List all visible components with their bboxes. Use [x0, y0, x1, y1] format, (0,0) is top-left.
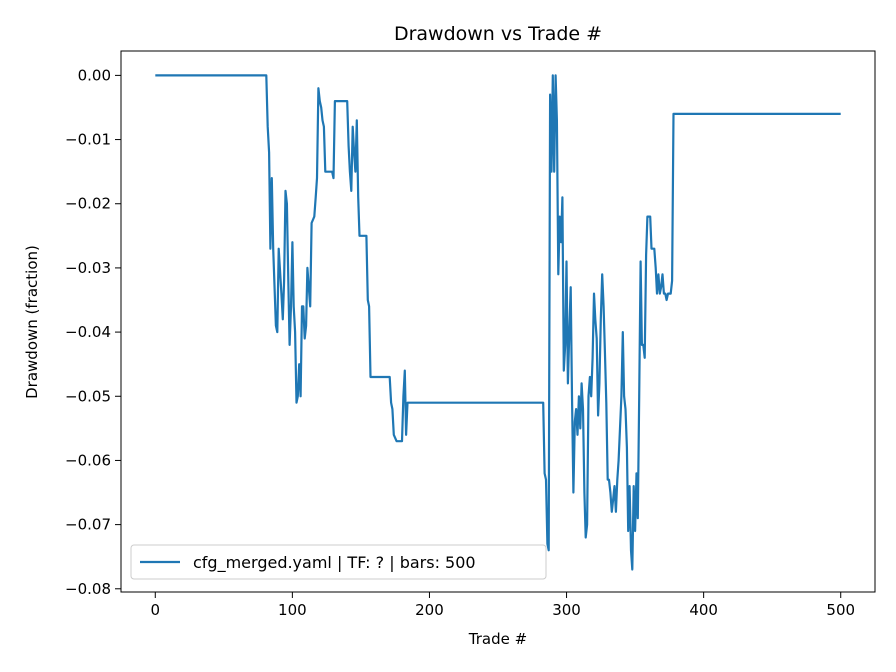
x-tick-label: 200: [415, 601, 444, 619]
y-axis-label: Drawdown (fraction): [23, 245, 41, 399]
series-layer: [155, 74, 841, 571]
legend-label: cfg_merged.yaml | TF: ? | bars: 500: [193, 553, 476, 573]
legend-box: [130, 544, 547, 580]
y-tick-label: −0.06: [65, 451, 111, 469]
x-tick-label: 300: [552, 601, 581, 619]
y-tick-label: −0.05: [65, 387, 111, 405]
x-tick-label: 0: [150, 601, 160, 619]
y-tick-label: −0.01: [65, 131, 111, 149]
x-tick-label: 400: [689, 601, 718, 619]
y-tick-label: −0.03: [65, 259, 111, 277]
series-line-0: [155, 74, 841, 571]
x-tick-label: 500: [826, 601, 855, 619]
y-tick-label: −0.08: [65, 580, 111, 598]
ticks-layer: 0 100 200 300 400 500 0.00 −0.01 −0.02 −0.03 −0.04…: [65, 66, 855, 619]
y-tick-label: 0.00: [78, 66, 111, 84]
chart-title: Drawdown vs Trade #: [394, 23, 602, 45]
legend: cfg_merged.yaml | TF: ? | bars: 500: [130, 544, 547, 580]
y-tick-label: −0.07: [65, 516, 111, 534]
y-tick-label: −0.04: [65, 323, 111, 341]
y-tick-label: −0.02: [65, 195, 111, 213]
x-tick-label: 100: [278, 601, 307, 619]
plot-frame: [120, 50, 876, 593]
x-axis-label: Trade #: [468, 630, 527, 648]
